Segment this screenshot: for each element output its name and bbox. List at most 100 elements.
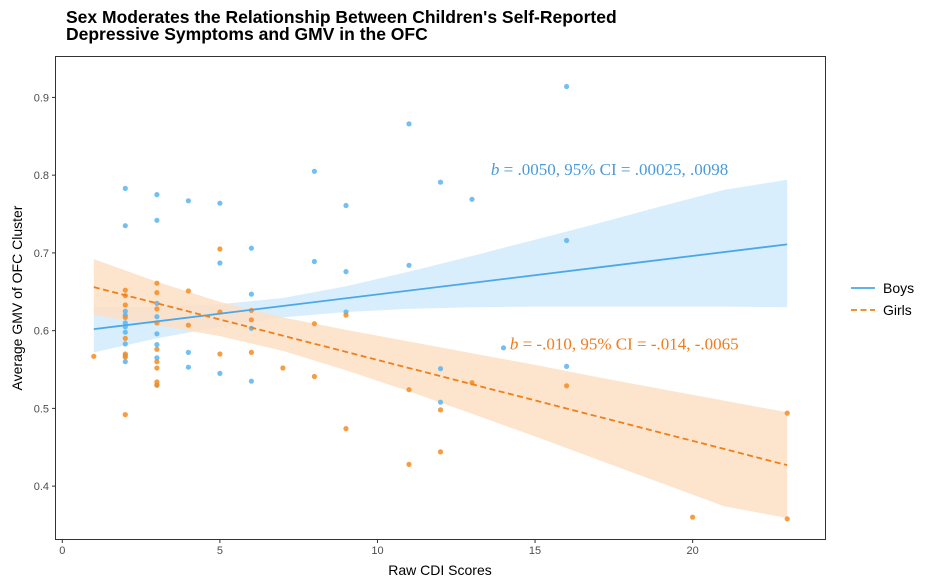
y-tick-label: 0.7 — [34, 248, 49, 260]
plot-panel-border — [55, 56, 826, 540]
girls-data-point — [311, 373, 317, 380]
boys-data-point — [122, 341, 128, 347]
x-tick-label: 5 — [217, 545, 223, 557]
legend-label-boys: Boys — [883, 280, 914, 296]
boys-data-point — [154, 300, 160, 306]
girls-data-point — [185, 322, 191, 328]
y-tick-label: 0.9 — [34, 92, 49, 104]
boys-data-point — [185, 364, 191, 370]
girls-data-point — [122, 314, 128, 320]
girls-data-point — [280, 365, 286, 371]
girls-data-point — [690, 514, 696, 520]
girls-data-point — [91, 353, 97, 359]
boys-data-point — [564, 363, 570, 369]
girls-data-point — [564, 383, 570, 389]
annotation-text: = .0050, 95% CI = .00025, .0098 — [499, 160, 728, 179]
boys-data-point — [469, 196, 475, 202]
boys-data-point — [564, 237, 570, 244]
confidence-bands — [93, 179, 788, 518]
boys-data-point — [122, 185, 128, 191]
boys-data-point — [500, 345, 507, 351]
fit-lines — [93, 243, 788, 467]
girls-data-point — [154, 346, 160, 352]
boys-fit-line — [93, 243, 788, 330]
girls-data-point — [122, 412, 128, 418]
boys-data-point — [343, 269, 349, 275]
boys-data-point — [154, 355, 160, 361]
girls-data-point — [406, 387, 412, 393]
girls-data-point — [122, 354, 128, 360]
annotation-b-symbol: b — [510, 334, 519, 353]
boys-data-point — [564, 83, 570, 90]
boys-data-point — [437, 399, 444, 405]
x-tick-label: 10 — [371, 545, 383, 557]
girls-ci-band — [93, 259, 788, 518]
girls-data-point — [406, 461, 412, 467]
girls-data-point — [437, 449, 444, 455]
boys-data-point — [217, 200, 223, 206]
girls-data-point — [784, 516, 790, 522]
chart-title-line-2: Depressive Symptoms and GMV in the OFC — [66, 24, 428, 44]
girls-data-point — [154, 365, 160, 371]
chart-title-line-1: Sex Moderates the Relationship Between C… — [66, 7, 617, 27]
boys-data-point — [311, 258, 317, 265]
regression-annotation: b = -.010, 95% CI = -.014, -.0065 — [510, 334, 739, 353]
boys-data-point — [343, 202, 349, 209]
data-points — [91, 83, 790, 522]
boys-data-point — [154, 314, 160, 320]
girls-data-point — [437, 407, 444, 413]
boys-data-point — [437, 366, 444, 372]
y-tick-label: 0.6 — [34, 326, 49, 338]
boys-data-point — [437, 179, 444, 185]
boys-data-point — [185, 349, 191, 355]
annotations: b = .0050, 95% CI = .00025, .0098 b = -.0… — [491, 160, 739, 353]
boys-data-point — [217, 260, 223, 266]
boys-data-point — [185, 198, 191, 204]
girls-data-point — [248, 317, 254, 323]
girls-data-point — [217, 246, 223, 252]
boys-data-point — [406, 262, 412, 268]
boys-data-point — [154, 192, 160, 198]
girls-data-point — [217, 351, 223, 357]
boys-data-point — [406, 121, 412, 127]
boys-data-point — [311, 168, 317, 174]
girls-data-point — [154, 382, 160, 388]
legend: Boys Girls — [851, 280, 914, 318]
boys-data-point — [122, 359, 128, 365]
x-tick-label: 20 — [687, 545, 699, 557]
y-tick-label: 0.5 — [34, 403, 49, 415]
girls-fit-line — [93, 286, 788, 467]
x-tick-label: 15 — [529, 545, 541, 557]
x-tick-label: 0 — [59, 545, 65, 557]
y-axis-label: Average GMV of OFC Cluster — [9, 205, 25, 390]
boys-data-point — [154, 342, 160, 348]
girls-data-point — [122, 302, 128, 308]
legend-label-girls: Girls — [883, 302, 912, 318]
girls-data-point — [154, 290, 160, 296]
boys-data-point — [154, 217, 160, 223]
boys-data-point — [217, 370, 223, 376]
boys-data-point — [248, 245, 254, 251]
annotation-text: = -.010, 95% CI = -.014, -.0065 — [518, 334, 738, 353]
regression-annotation: b = .0050, 95% CI = .00025, .0098 — [491, 160, 728, 179]
x-axis-ticks: 0 5 10 15 20 — [59, 539, 699, 557]
girls-data-point — [248, 349, 254, 355]
girls-data-point — [122, 335, 128, 341]
boys-data-point — [154, 331, 160, 337]
girls-data-point — [784, 410, 790, 416]
girls-data-point — [154, 280, 160, 286]
boys-data-point — [122, 223, 128, 229]
girls-data-point — [122, 287, 128, 293]
boys-data-point — [248, 291, 254, 297]
girls-data-point — [185, 288, 191, 294]
boys-data-point — [122, 308, 128, 314]
girls-data-point — [311, 321, 317, 327]
boys-ci-band — [93, 179, 788, 353]
chart-title: Sex Moderates the Relationship Between C… — [66, 7, 617, 44]
x-axis-label: Raw CDI Scores — [388, 562, 491, 578]
y-axis-ticks: 0.4 0.5 0.6 0.7 0.8 0.9 — [34, 92, 56, 493]
boys-data-point — [122, 329, 128, 335]
girls-data-point — [154, 359, 160, 365]
girls-data-point — [343, 312, 349, 318]
